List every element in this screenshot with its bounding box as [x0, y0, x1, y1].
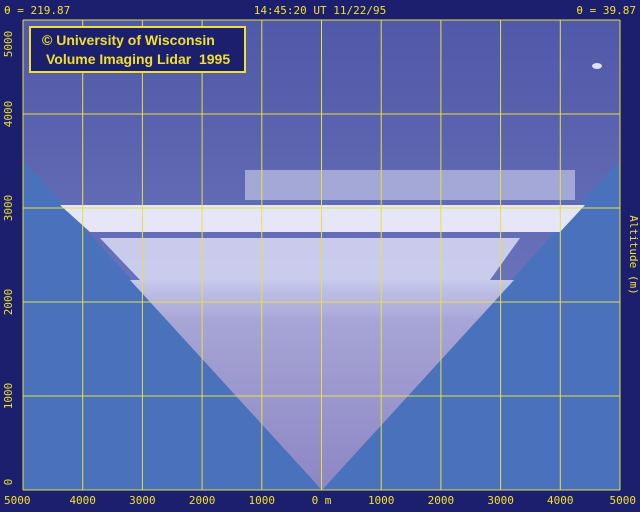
- credit-line: Volume Imaging Lidar 1995: [46, 51, 230, 67]
- header-center: 14:45:20 UT 11/22/95: [254, 4, 386, 17]
- x-tick-label: 1000: [249, 494, 276, 507]
- y-tick-label: 2000: [2, 289, 15, 316]
- x-tick-label: 2000: [189, 494, 216, 507]
- x-tick-label: 3000: [129, 494, 156, 507]
- y-axis-label: Altitude (m): [627, 215, 640, 294]
- y-tick-label: 1000: [2, 383, 15, 410]
- x-tick-label: 4000: [547, 494, 574, 507]
- credit-line: © University of Wisconsin: [42, 32, 215, 48]
- header-left: θ = 219.87: [4, 4, 70, 17]
- credit-box: [29, 26, 246, 73]
- cloud-layer: [60, 205, 585, 232]
- cloud-tops: [245, 170, 575, 200]
- y-tick-label: 3000: [2, 195, 15, 222]
- grid: [22, 19, 621, 491]
- x-tick-label: 2000: [428, 494, 455, 507]
- x-tick-label: 5000: [4, 494, 31, 507]
- x-tick-label: 5000: [610, 494, 637, 507]
- x-tick-label: 1000: [368, 494, 395, 507]
- x-tick-label: 0 m: [312, 494, 332, 507]
- y-tick-label: 5000: [2, 31, 15, 58]
- x-tick-label: 4000: [69, 494, 96, 507]
- tick-labels: 5000 4000 3000 2000 1000 0 m 1000 2000 3000 4000 5…: [2, 31, 636, 507]
- y-tick-label: 4000: [2, 101, 15, 128]
- cloud-base: [100, 238, 520, 280]
- x-tick-label: 3000: [487, 494, 514, 507]
- bright-spot: [592, 63, 602, 69]
- y-tick-label: 0: [2, 479, 15, 486]
- header-right: θ = 39.87: [576, 4, 636, 17]
